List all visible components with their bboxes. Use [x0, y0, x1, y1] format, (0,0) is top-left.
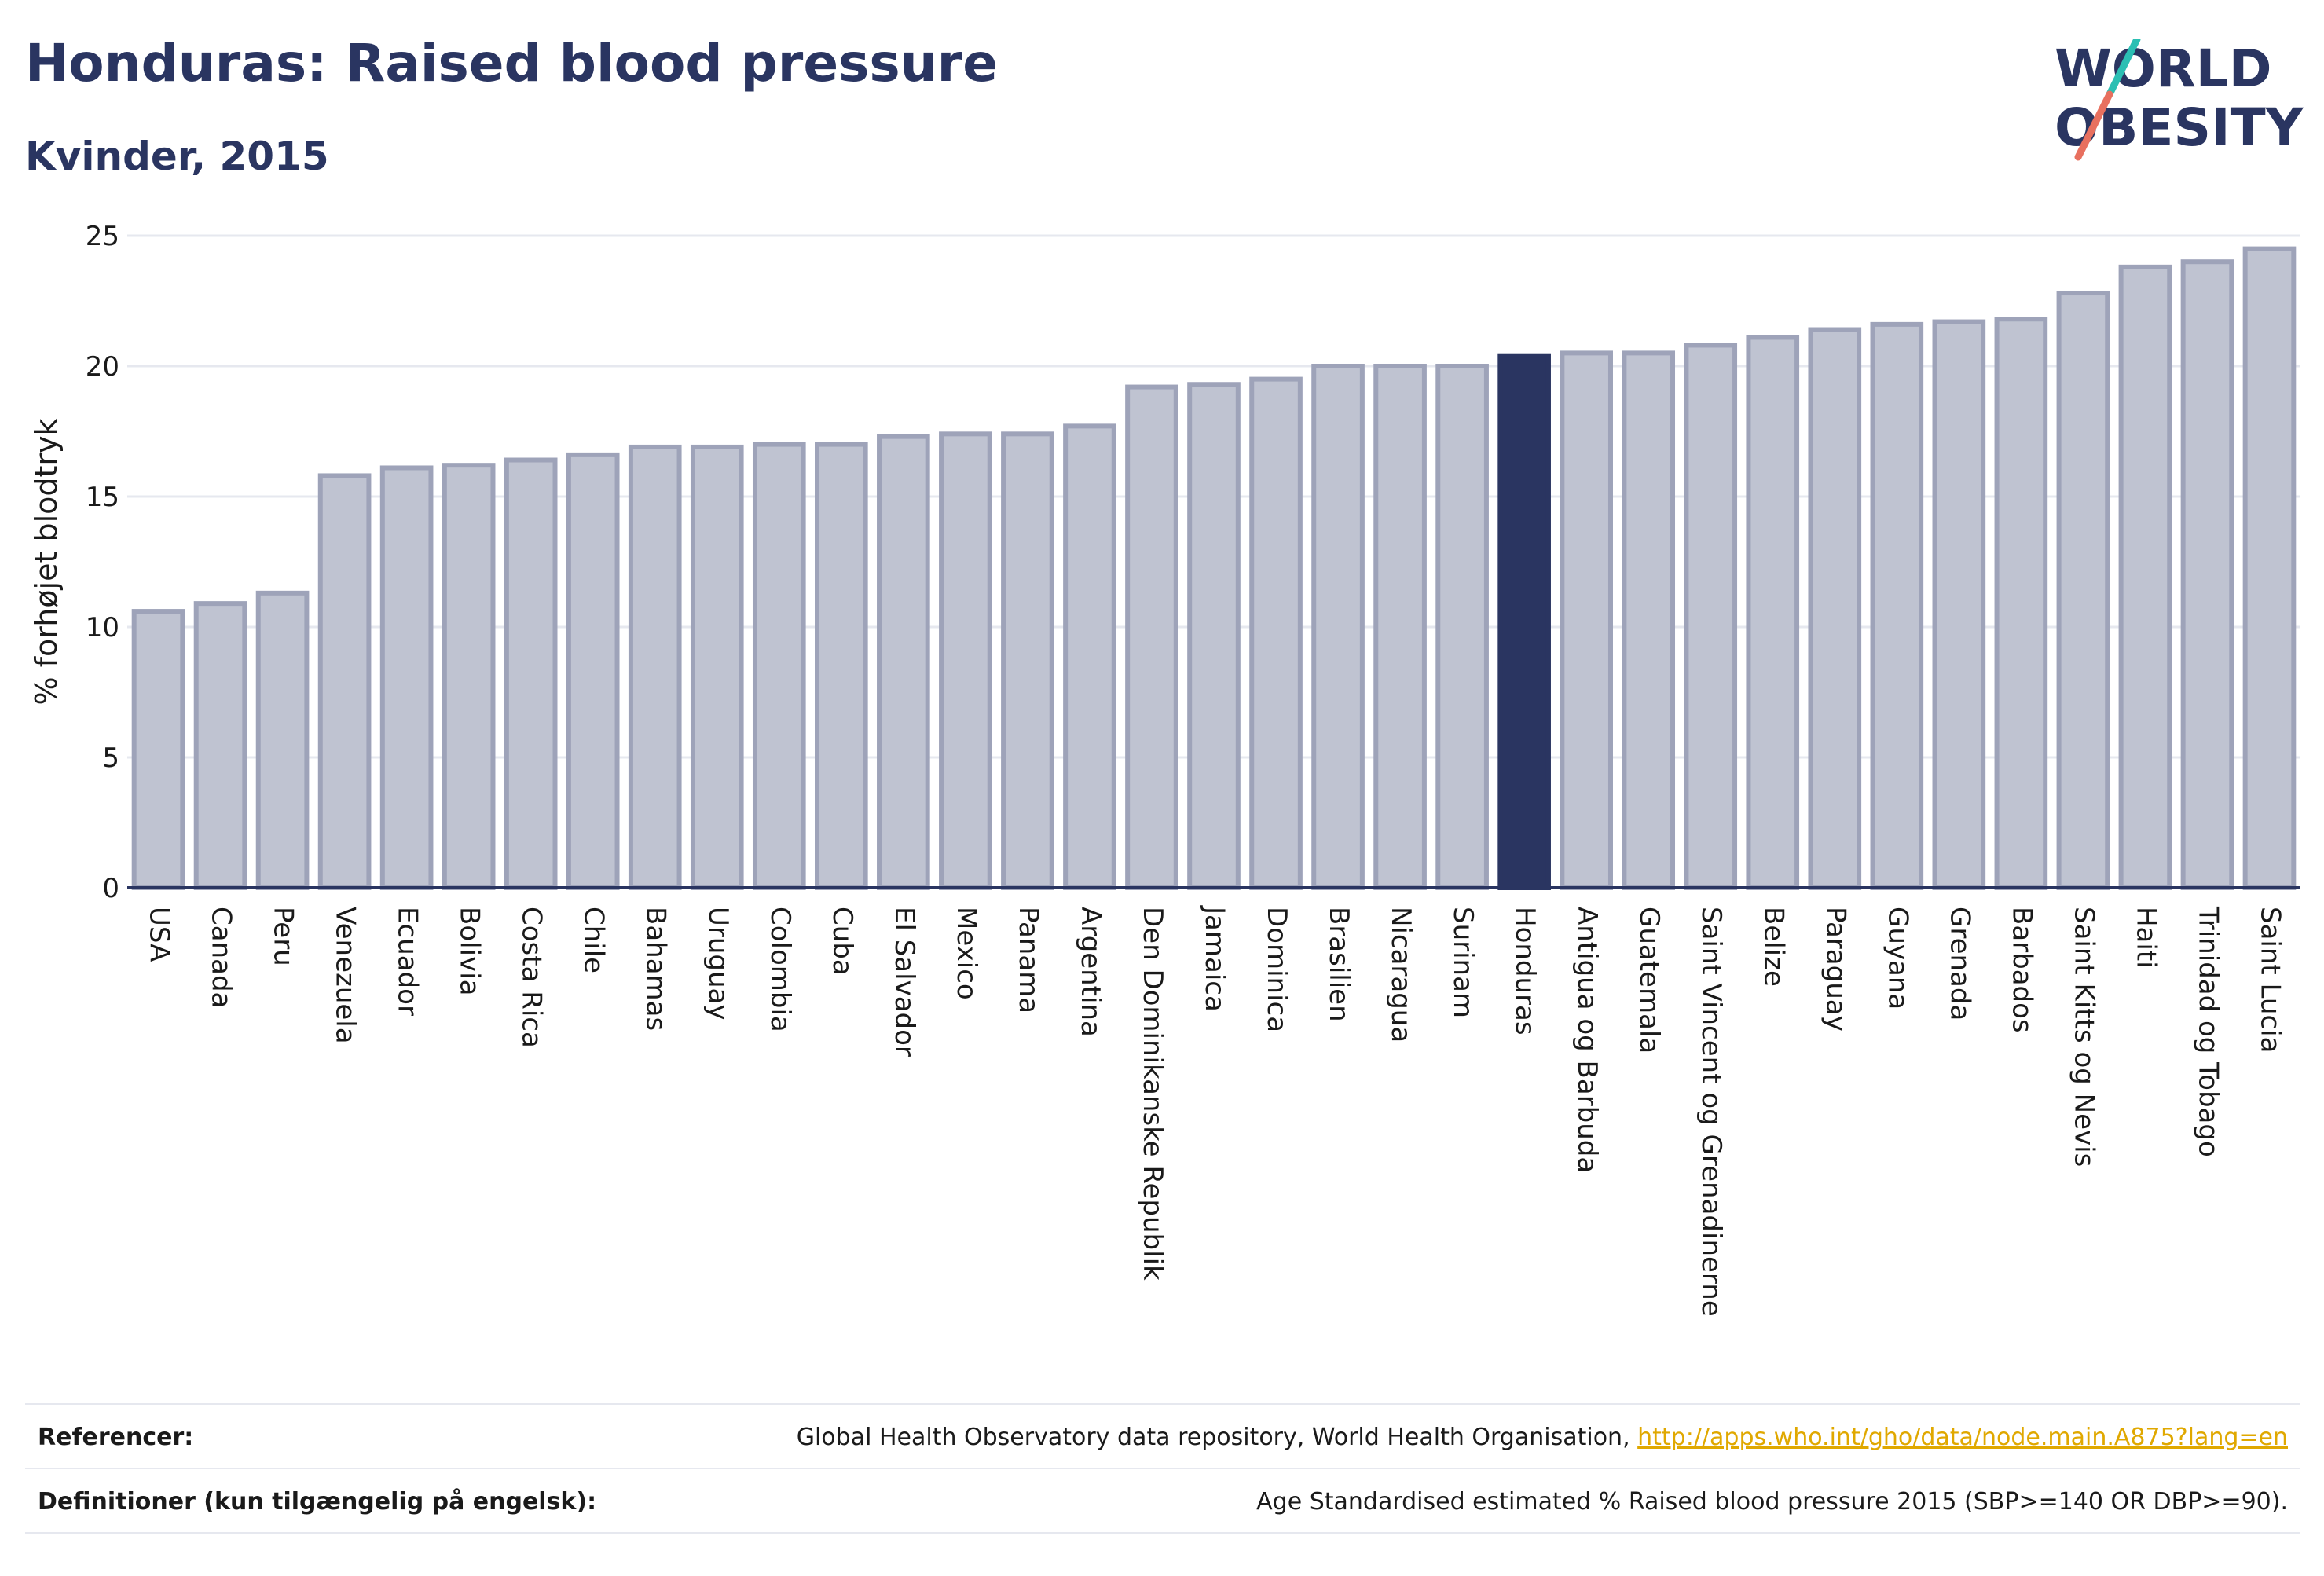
x-category-label: Saint Lucia [2254, 907, 2286, 1053]
x-category-label: Jamaica [1199, 905, 1230, 1012]
x-category-label: Nicaragua [1385, 907, 1417, 1043]
bar-mexico [939, 431, 992, 890]
bar-peru [255, 590, 310, 891]
references-link[interactable]: http://apps.who.int/gho/data/node.main.A… [1637, 1424, 2288, 1451]
x-category-label: Guyana [1882, 907, 1913, 1010]
bar-saint-vincent-og-grenadinerne [1684, 343, 1738, 890]
x-category-label: Cuba [827, 907, 858, 976]
bar-uruguay [690, 444, 744, 890]
bar-chart: 0 5 10 15 20 25 % forhøjet blodtryk USA Canada… [29, 221, 2300, 1317]
x-category-label: Antigua og Barbuda [1571, 907, 1603, 1173]
bar-saint-lucia [2242, 246, 2297, 891]
bar-venezuela [317, 473, 372, 890]
x-category-label: Bolivia [454, 907, 486, 995]
bar-saint-kitts-og-nevis [2056, 291, 2110, 891]
x-category-label: Dominica [1261, 907, 1292, 1032]
x-category-label: Ecuador [392, 907, 423, 1016]
bar-honduras [1497, 353, 1551, 891]
bar-den-dominikanske-republik [1125, 384, 1178, 890]
x-category-label: El Salvador [889, 907, 920, 1057]
x-axis-category-labels: USA Canada Peru Venezuela Ecuador Bolivia Cost… [144, 905, 2286, 1317]
references-value: Global Health Observatory data repositor… [797, 1424, 2288, 1451]
x-category-label: Belize [1758, 907, 1789, 987]
bar-barbados [1994, 317, 2048, 890]
logo-slash-coral [2074, 90, 2113, 161]
bar-guyana [1870, 321, 1924, 890]
bar-bolivia [442, 463, 496, 890]
x-category-label: Bahamas [640, 907, 672, 1031]
x-category-label: Surinam [1447, 907, 1479, 1018]
page-title: Honduras: Raised blood pressure [25, 33, 998, 93]
bar-jamaica [1187, 382, 1241, 890]
world-obesity-logo: WORLD OBESITY [2055, 39, 2304, 161]
x-category-label: Paraguay [1820, 907, 1851, 1032]
y-tick-label: 20 [86, 351, 119, 383]
x-category-label: Honduras [1509, 907, 1541, 1035]
bar-colombia [752, 442, 806, 890]
y-tick-label: 10 [86, 612, 119, 643]
y-tick-label: 25 [86, 221, 119, 252]
x-category-label: Haiti [2130, 907, 2161, 969]
bar-guatemala [1622, 350, 1676, 890]
bars [131, 246, 2297, 891]
bar-ecuador [379, 465, 434, 890]
x-category-label: Trinidad og Tobago [2192, 906, 2223, 1157]
bar-antigua-og-barbuda [1560, 350, 1613, 890]
x-category-label: Costa Rica [516, 907, 548, 1048]
bar-cuba [815, 442, 868, 890]
bar-argentina [1063, 423, 1116, 890]
x-category-label: Panama [1013, 907, 1044, 1013]
x-category-label: USA [144, 907, 175, 962]
bar-brasilien [1311, 364, 1365, 890]
y-tick-label: 15 [86, 482, 119, 513]
y-tick-label: 5 [102, 742, 119, 774]
x-category-label: Grenada [1944, 907, 1975, 1021]
x-category-label: Argentina [1075, 907, 1106, 1037]
references-row: Referencer: Global Health Observatory da… [25, 1403, 2300, 1469]
bar-el-salvador [877, 434, 930, 890]
x-category-label: Venezuela [330, 907, 361, 1044]
bar-paraguay [1808, 327, 1862, 890]
y-axis-ticks: 0 5 10 15 20 25 [86, 221, 119, 904]
footer-divider [25, 1532, 2300, 1534]
x-category-label: Canada [206, 907, 237, 1008]
bar-canada [193, 601, 247, 890]
y-tick-label: 0 [102, 873, 119, 904]
bar-belize [1746, 335, 1800, 891]
definitions-row: Definitioner (kun tilgængelig på engelsk… [25, 1468, 2300, 1534]
x-category-label: Brasilien [1323, 907, 1354, 1022]
bar-haiti [2118, 264, 2172, 890]
definitions-value: Age Standardised estimated % Raised bloo… [1256, 1488, 2288, 1516]
bar-grenada [1932, 319, 1986, 890]
x-category-label: Peru [268, 907, 299, 966]
x-category-label: Colombia [764, 907, 796, 1032]
references-label: Referencer: [38, 1424, 194, 1451]
bar-panama [1001, 431, 1054, 890]
logo-line1: WORLD [2055, 39, 2272, 99]
bar-bahamas [628, 444, 682, 890]
bar-usa [131, 609, 185, 891]
definitions-label: Definitioner (kun tilgængelig på engelsk… [38, 1488, 597, 1516]
bar-nicaragua [1373, 364, 1427, 890]
bar-surinam [1435, 364, 1489, 890]
x-category-label: Saint Vincent og Grenadinerne [1695, 907, 1727, 1317]
x-category-label: Uruguay [702, 907, 734, 1021]
x-category-label: Den Dominikanske Republik [1137, 907, 1168, 1281]
y-axis-label: % forhøjet blodtryk [29, 418, 64, 705]
bar-chile [566, 452, 620, 890]
references-text: Global Health Observatory data repositor… [796, 1424, 1638, 1451]
page-subtitle: Kvinder, 2015 [25, 134, 329, 179]
x-category-label: Guatemala [1633, 907, 1665, 1054]
x-category-label: Mexico [951, 907, 982, 1000]
x-category-label: Chile [578, 907, 610, 973]
bar-trinidad-og-tobago [2180, 259, 2234, 890]
logo-slash-teal [2106, 39, 2141, 98]
bar-dominica [1249, 376, 1303, 891]
bar-costa-rica [504, 457, 558, 890]
x-category-label: Saint Kitts og Nevis [2068, 907, 2099, 1167]
x-category-label: Barbados [2006, 907, 2037, 1033]
